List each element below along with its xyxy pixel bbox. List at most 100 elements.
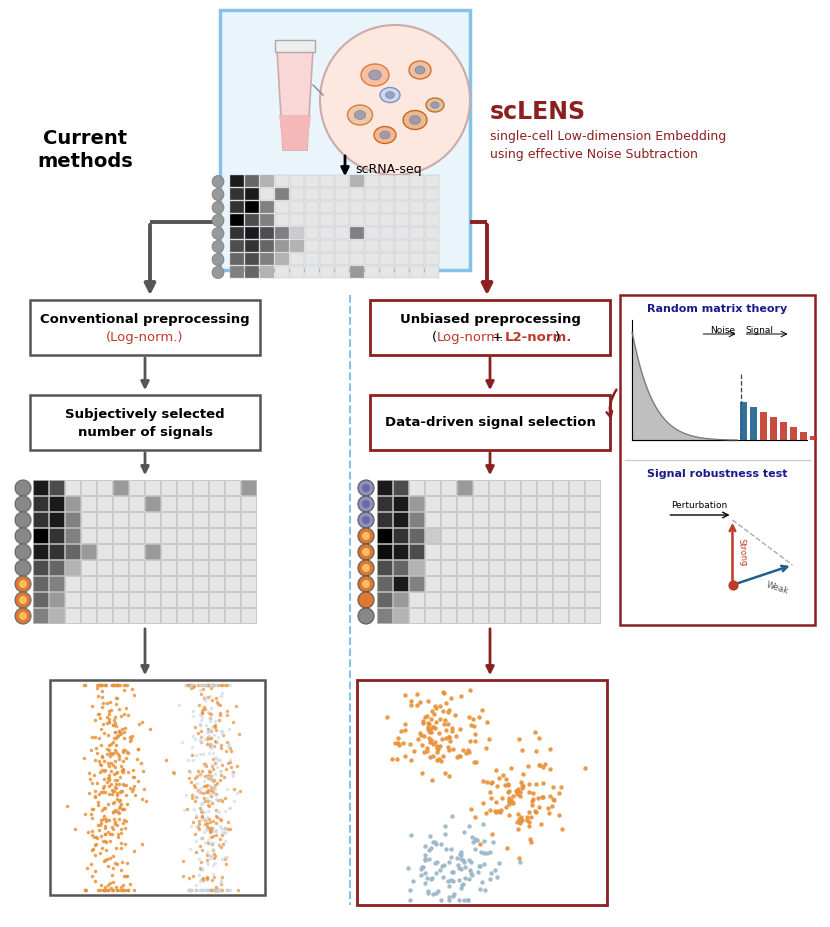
Point bbox=[188, 801, 201, 816]
Point bbox=[105, 782, 118, 797]
Point bbox=[483, 871, 496, 886]
Point bbox=[115, 801, 129, 816]
Bar bbox=[365, 253, 379, 265]
Point bbox=[219, 761, 232, 776]
Point bbox=[95, 699, 109, 714]
Point bbox=[105, 737, 118, 752]
Point bbox=[117, 730, 130, 745]
Point bbox=[215, 763, 228, 778]
Point bbox=[109, 856, 122, 870]
Point bbox=[512, 851, 525, 866]
Point bbox=[206, 858, 219, 873]
Bar bbox=[457, 528, 472, 543]
Point bbox=[204, 740, 217, 755]
Bar bbox=[410, 227, 424, 239]
Point bbox=[430, 738, 443, 753]
Point bbox=[513, 788, 526, 803]
Point bbox=[424, 734, 437, 749]
Bar bbox=[377, 560, 392, 575]
Point bbox=[432, 726, 446, 741]
Point bbox=[208, 781, 222, 796]
Point bbox=[181, 678, 194, 692]
Point bbox=[99, 678, 112, 692]
Point bbox=[187, 869, 200, 883]
Point bbox=[186, 680, 199, 695]
Point bbox=[112, 702, 125, 717]
Bar bbox=[457, 608, 472, 623]
Bar bbox=[320, 240, 334, 252]
Point bbox=[476, 874, 489, 889]
Point bbox=[215, 758, 228, 773]
Point bbox=[198, 690, 211, 705]
Point bbox=[426, 719, 439, 734]
Text: scRNA-seq: scRNA-seq bbox=[355, 163, 422, 176]
Point bbox=[87, 768, 100, 782]
Point bbox=[431, 855, 444, 870]
Bar bbox=[380, 240, 394, 252]
Bar bbox=[335, 214, 349, 226]
Point bbox=[201, 883, 214, 897]
Point bbox=[97, 779, 110, 794]
Point bbox=[194, 730, 208, 744]
Bar bbox=[290, 240, 304, 252]
Point bbox=[415, 868, 428, 883]
Point bbox=[517, 767, 530, 781]
Point bbox=[107, 794, 120, 809]
Bar bbox=[245, 227, 259, 239]
Point bbox=[104, 876, 117, 891]
Point bbox=[207, 866, 220, 881]
Bar bbox=[395, 175, 409, 187]
Point bbox=[502, 785, 515, 800]
Bar bbox=[33, 528, 48, 543]
Point bbox=[115, 855, 128, 870]
Bar bbox=[521, 544, 536, 559]
Point bbox=[473, 858, 486, 873]
Point bbox=[93, 678, 106, 692]
Text: Signal robustness test: Signal robustness test bbox=[647, 469, 788, 479]
Point bbox=[413, 726, 427, 741]
Point bbox=[207, 780, 220, 794]
Point bbox=[530, 743, 543, 758]
Point bbox=[201, 883, 214, 897]
Circle shape bbox=[212, 188, 224, 200]
Point bbox=[202, 771, 215, 786]
Point bbox=[515, 813, 529, 828]
Text: Strong: Strong bbox=[736, 539, 748, 566]
Point bbox=[213, 707, 227, 722]
Bar bbox=[305, 266, 319, 278]
Point bbox=[110, 788, 124, 803]
Point bbox=[209, 750, 222, 765]
Point bbox=[100, 741, 113, 756]
Point bbox=[187, 753, 200, 768]
Point bbox=[110, 764, 124, 779]
Bar bbox=[585, 480, 600, 495]
Point bbox=[192, 782, 205, 797]
Point bbox=[454, 881, 467, 895]
Point bbox=[218, 826, 232, 841]
Bar bbox=[380, 201, 394, 213]
Circle shape bbox=[212, 175, 224, 187]
Point bbox=[197, 794, 210, 809]
Point bbox=[194, 734, 208, 749]
Point bbox=[201, 721, 214, 736]
Point bbox=[111, 729, 124, 743]
Bar bbox=[65, 512, 80, 527]
Point bbox=[208, 781, 221, 795]
Point bbox=[434, 862, 447, 877]
Point bbox=[128, 769, 141, 784]
Point bbox=[125, 681, 139, 696]
Point bbox=[439, 723, 452, 738]
Point bbox=[483, 845, 496, 860]
Bar bbox=[305, 240, 319, 252]
Point bbox=[453, 749, 466, 764]
Point bbox=[422, 717, 436, 732]
Bar bbox=[209, 544, 224, 559]
Point bbox=[435, 858, 448, 873]
Point bbox=[194, 717, 208, 732]
Point bbox=[196, 811, 209, 826]
Bar bbox=[161, 496, 176, 511]
Point bbox=[505, 793, 518, 807]
Point bbox=[192, 819, 205, 834]
Bar bbox=[380, 253, 394, 265]
Point bbox=[406, 873, 419, 888]
